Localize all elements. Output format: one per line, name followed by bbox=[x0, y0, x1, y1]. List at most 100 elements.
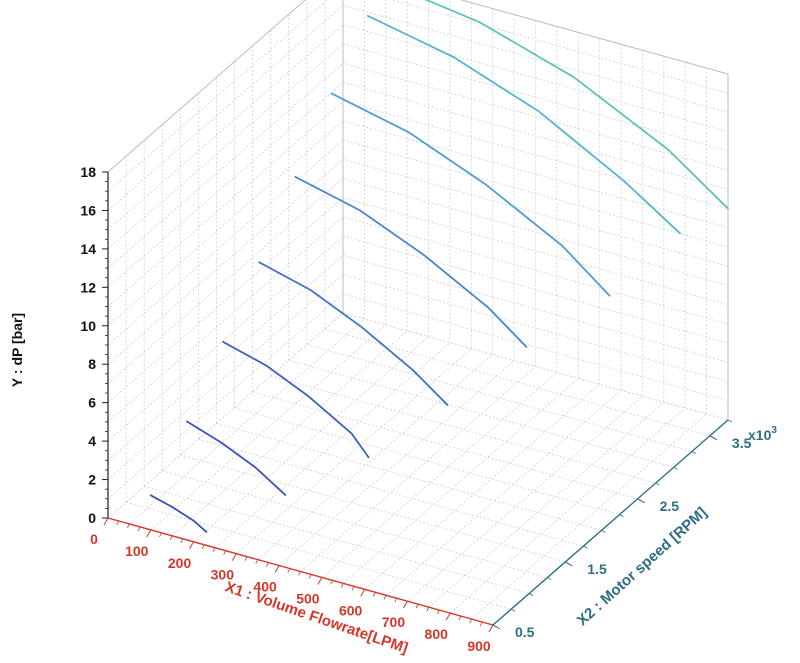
grid-line bbox=[236, 348, 472, 554]
box-edge bbox=[107, 0, 306, 173]
x2-minor-tick bbox=[691, 451, 697, 454]
grid-line bbox=[364, 384, 600, 590]
x2-tick-label: 0.5 bbox=[515, 624, 535, 640]
x1-minor-tick bbox=[127, 523, 130, 529]
series-line-2 bbox=[186, 420, 287, 496]
grid bbox=[107, 0, 729, 626]
grid-line bbox=[252, 391, 638, 500]
grid-line bbox=[288, 359, 674, 468]
grid-line bbox=[324, 328, 711, 437]
y-tick-label: 2 bbox=[88, 472, 96, 488]
x1-tick bbox=[403, 600, 408, 609]
grid-line bbox=[107, 120, 344, 327]
x2-minor-tick bbox=[655, 482, 660, 486]
y-tick-label: 6 bbox=[88, 395, 96, 411]
x1-minor-tick bbox=[201, 544, 205, 549]
x1-tick bbox=[317, 577, 323, 585]
grid-line bbox=[342, 216, 729, 325]
grid-line bbox=[342, 5, 729, 113]
x1-minor-tick bbox=[308, 574, 312, 579]
grid-line bbox=[162, 470, 548, 579]
x1-tick-label: 700 bbox=[382, 614, 406, 630]
y-axis-label: Y : dP [bar] bbox=[9, 313, 25, 387]
x1-tick-label: 200 bbox=[168, 555, 192, 571]
x1-tick bbox=[189, 541, 194, 550]
grid-line bbox=[216, 422, 602, 531]
grid-line bbox=[391, 0, 729, 94]
grid-line bbox=[234, 407, 620, 516]
x1-tick-label: 400 bbox=[253, 579, 277, 595]
series-line-4 bbox=[258, 261, 449, 406]
x2-minor-tick bbox=[619, 514, 624, 517]
x1-tick-label: 300 bbox=[211, 567, 235, 583]
y-tick-label: 8 bbox=[88, 356, 96, 372]
grid-line bbox=[278, 360, 515, 566]
grid-line bbox=[342, 101, 729, 209]
x1-minor-tick bbox=[223, 550, 226, 555]
x2-minor-tick bbox=[601, 530, 606, 533]
x1-minor-tick bbox=[373, 592, 376, 597]
x1-minor-tick bbox=[426, 606, 430, 612]
x1-tick-label: 0 bbox=[90, 531, 98, 547]
grid-line bbox=[144, 486, 530, 594]
x2-multiplier-base: x10 bbox=[748, 427, 772, 443]
x1-minor-tick bbox=[437, 609, 440, 615]
x1-minor-tick bbox=[415, 604, 419, 609]
x2-tick-label: 3.5 bbox=[732, 435, 752, 451]
grid-line bbox=[385, 389, 622, 596]
grid-line bbox=[342, 81, 729, 190]
x2-minor-tick bbox=[727, 419, 733, 423]
x1-minor-tick bbox=[469, 618, 472, 624]
grid-line bbox=[107, 274, 344, 480]
series-line-1 bbox=[149, 494, 208, 533]
x2-minor-tick bbox=[565, 561, 570, 565]
x1-tick bbox=[103, 517, 109, 526]
grid-line bbox=[342, 62, 729, 171]
y-tick-label: 16 bbox=[80, 202, 96, 218]
series-line-3 bbox=[222, 340, 370, 459]
x1-minor-tick bbox=[298, 571, 301, 576]
grid-line bbox=[342, 274, 729, 382]
x2-multiplier-exp: 3 bbox=[771, 425, 777, 436]
grid-line bbox=[107, 235, 344, 442]
series-lines bbox=[149, 0, 729, 533]
grid-line bbox=[407, 395, 643, 602]
grid-line bbox=[342, 120, 729, 229]
grid-line bbox=[270, 375, 656, 484]
x1-minor-tick bbox=[458, 615, 462, 621]
x2-minor-tick bbox=[637, 498, 642, 502]
grid-line bbox=[449, 407, 686, 614]
grid-line bbox=[342, 139, 729, 248]
x1-tick bbox=[445, 612, 451, 621]
x1-minor-tick bbox=[212, 547, 216, 552]
grid-line bbox=[342, 293, 729, 402]
x1-tick-label: 600 bbox=[339, 602, 363, 618]
box-edge bbox=[459, 0, 729, 75]
axes bbox=[102, 0, 733, 633]
x2-minor-tick bbox=[673, 466, 678, 470]
x1-minor-tick bbox=[266, 562, 269, 567]
grid-line bbox=[107, 178, 344, 384]
x2-minor-tick bbox=[709, 435, 715, 439]
grid-line bbox=[129, 318, 365, 525]
grid-line bbox=[342, 312, 729, 421]
x1-minor-tick bbox=[116, 520, 120, 526]
grid-line bbox=[342, 43, 729, 152]
x1-minor-tick bbox=[137, 526, 141, 532]
series-line-7 bbox=[366, 14, 681, 235]
x1-tick bbox=[274, 565, 280, 573]
x2-minor-tick bbox=[510, 608, 516, 612]
x2-minor-tick bbox=[528, 593, 534, 596]
y-tick-label: 10 bbox=[80, 318, 96, 334]
series-line-8 bbox=[424, 0, 729, 210]
x1-minor-tick bbox=[287, 568, 291, 573]
x2-minor-tick bbox=[492, 624, 498, 628]
x1-tick-label: 100 bbox=[125, 543, 149, 559]
x1-minor-tick bbox=[351, 586, 355, 591]
grid-line bbox=[107, 62, 344, 269]
x1-tick-label: 800 bbox=[425, 626, 449, 642]
x2-minor-tick bbox=[583, 545, 588, 549]
x2-multiplier: x103 bbox=[748, 425, 777, 443]
grid-line bbox=[107, 24, 344, 230]
x1-minor-tick bbox=[255, 559, 259, 564]
